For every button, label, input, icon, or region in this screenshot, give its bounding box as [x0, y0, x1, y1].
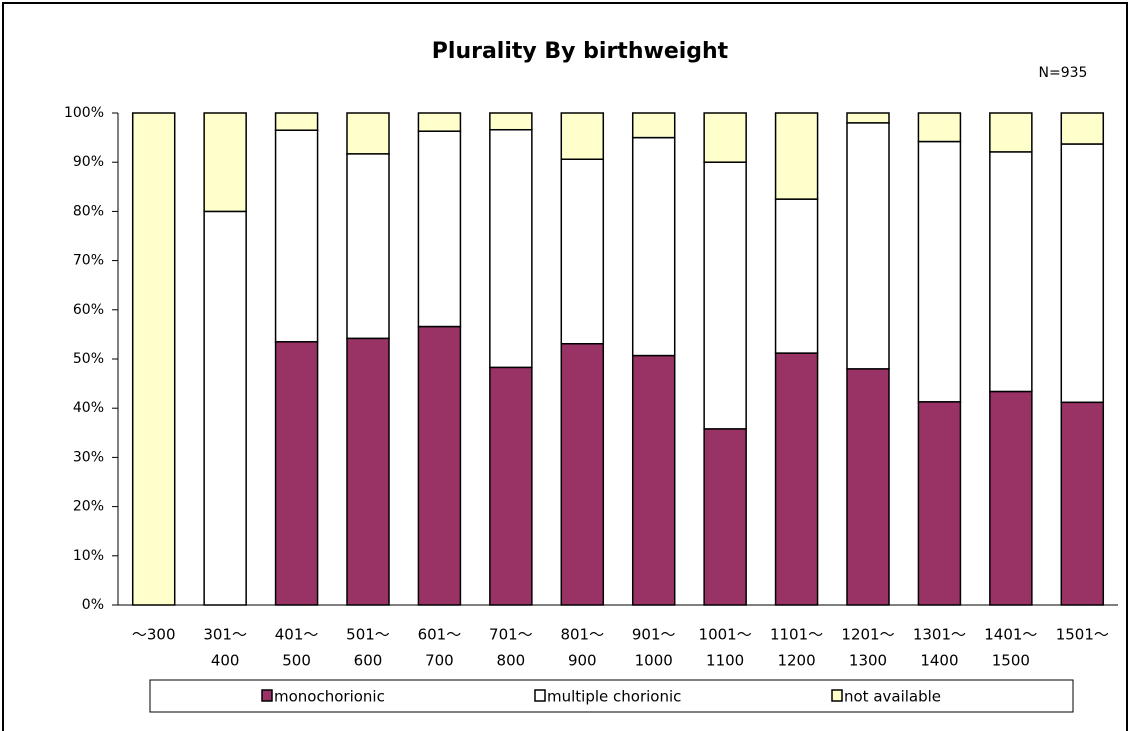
bar-segment [917, 401, 962, 606]
x-tick-label: 701～ [489, 626, 533, 644]
bar-segment [846, 112, 890, 124]
x-tick-label: 900 [568, 652, 597, 670]
bar-segment [774, 352, 819, 606]
y-tick-label: 30% [73, 449, 104, 465]
legend-box [149, 679, 1074, 713]
bar-segment [989, 112, 1033, 153]
x-tick-label: 1001～ [699, 626, 752, 644]
bar-segment [774, 112, 819, 200]
bar-segment [274, 341, 319, 606]
bar-segment [560, 112, 605, 160]
bar-segment [489, 112, 533, 131]
bar-segment [417, 325, 462, 606]
bar-segment [1060, 143, 1105, 404]
bar-segment [489, 128, 533, 369]
x-tick-label: 901～ [632, 626, 676, 644]
x-tick-label: 1401～ [984, 626, 1037, 644]
legend-swatch [261, 689, 273, 702]
bar-segment [631, 136, 676, 357]
x-tick-label: 1301～ [913, 626, 966, 644]
x-tick-label: 1200 [777, 652, 815, 670]
bar-segment [774, 198, 819, 354]
bar-segment [703, 428, 747, 606]
chart-title: Plurality By birthweight [432, 39, 729, 64]
x-tick-label: 601～ [418, 626, 462, 644]
bar-segment [560, 342, 605, 606]
y-tick-label: 0% [82, 597, 104, 613]
bar-segment [846, 368, 890, 606]
bar-segment [989, 390, 1033, 606]
bar-segment [1060, 112, 1105, 145]
bar-segment [417, 112, 462, 132]
bar-segment [989, 151, 1033, 393]
x-tick-label: 500 [282, 652, 311, 670]
x-tick-label: 501～ [346, 626, 390, 644]
annotation: N=935 [1039, 65, 1088, 81]
bar-segment [417, 130, 462, 328]
x-tick-label: 1201～ [841, 626, 894, 644]
x-tick-label: 1101～ [770, 626, 823, 644]
bar-segment [346, 337, 390, 606]
legend-swatch [831, 689, 843, 702]
bar-segment [131, 112, 176, 606]
bar-segment [703, 161, 747, 430]
y-tick-label: 10% [73, 548, 104, 564]
y-tick-label: 100% [64, 105, 104, 121]
x-tick-label: 700 [425, 652, 454, 670]
x-tick-label: ～300 [132, 626, 176, 644]
bar-segment [917, 112, 962, 143]
y-tick-label: 20% [73, 499, 104, 515]
bar-segment [203, 112, 247, 213]
x-tick-label: 400 [211, 652, 240, 670]
x-tick-label: 801～ [560, 626, 604, 644]
legend-label: monochorionic [274, 688, 385, 706]
x-tick-label: 1300 [849, 652, 887, 670]
bar-segment [489, 366, 533, 606]
x-tick-label: 1500 [992, 652, 1030, 670]
bar-segment [203, 210, 247, 606]
bar-segment [703, 112, 747, 163]
bar-segment [346, 153, 390, 340]
y-tick-label: 80% [73, 203, 104, 219]
bar-segment [1060, 401, 1105, 606]
legend-label: not available [844, 688, 941, 706]
x-tick-label: 1501～ [1056, 626, 1109, 644]
x-tick-label: 401～ [275, 626, 319, 644]
bar-segment [917, 140, 962, 403]
x-tick-label: 600 [354, 652, 383, 670]
y-tick-label: 90% [73, 154, 104, 170]
y-tick-label: 40% [73, 400, 104, 416]
bar-segment [274, 112, 319, 131]
y-tick-label: 50% [73, 351, 104, 367]
x-tick-label: 800 [497, 652, 526, 670]
bar-segment [560, 158, 605, 345]
y-tick-label: 60% [73, 302, 104, 318]
x-tick-label: 1100 [706, 652, 744, 670]
bar-segment [631, 354, 676, 606]
bar-segment [346, 112, 390, 155]
x-tick-label: 1000 [635, 652, 673, 670]
bar-segment [846, 122, 890, 370]
legend-label: multiple chorionic [547, 688, 681, 706]
bar-segment [274, 129, 319, 343]
y-tick-label: 70% [73, 253, 104, 269]
legend-swatch [534, 689, 546, 702]
x-tick-label: 301～ [203, 626, 247, 644]
bar-segment [631, 112, 676, 139]
x-tick-label: 1400 [920, 652, 958, 670]
